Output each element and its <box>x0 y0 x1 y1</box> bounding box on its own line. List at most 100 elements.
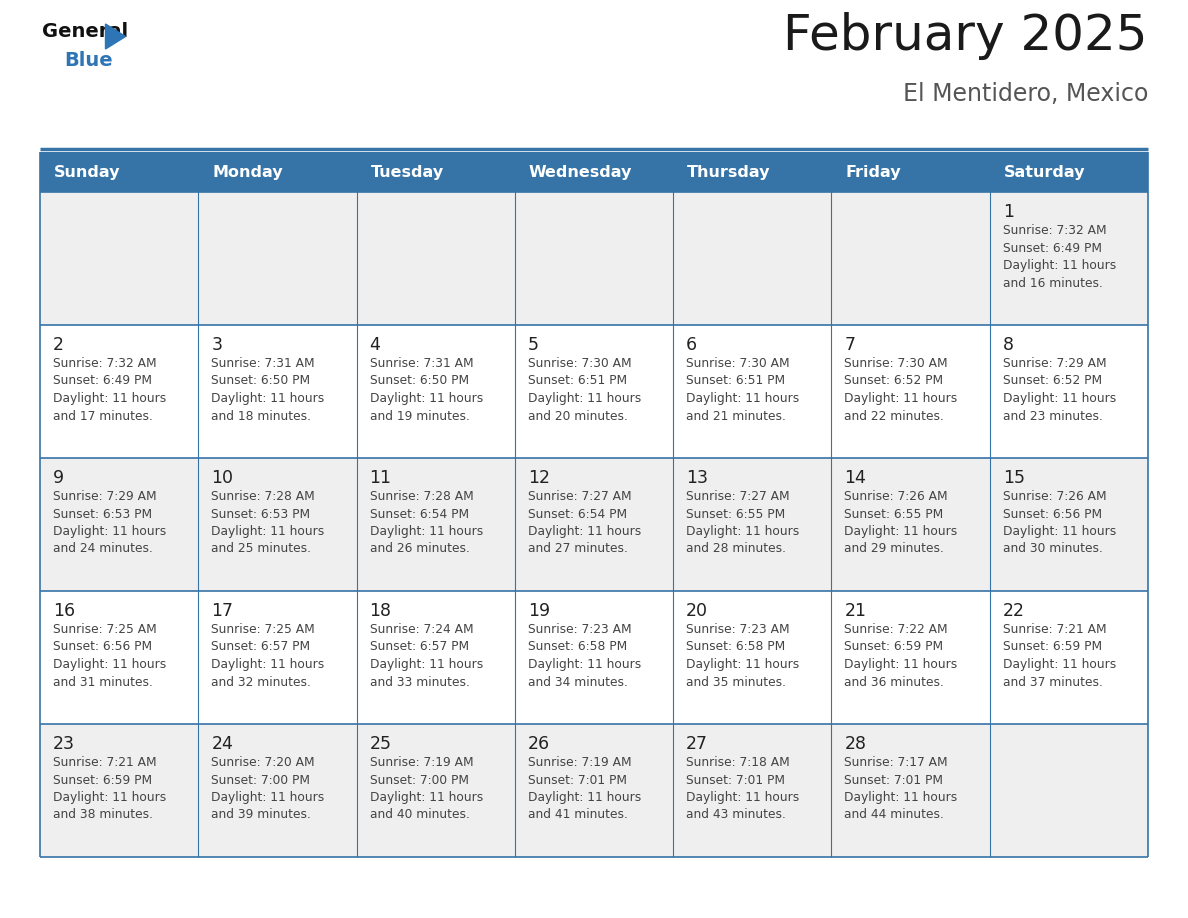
Text: and 40 minutes.: and 40 minutes. <box>369 809 469 822</box>
Text: Daylight: 11 hours: Daylight: 11 hours <box>845 791 958 804</box>
Text: Sunrise: 7:30 AM: Sunrise: 7:30 AM <box>845 357 948 370</box>
Text: El Mentidero, Mexico: El Mentidero, Mexico <box>903 82 1148 106</box>
Text: Sunset: 6:58 PM: Sunset: 6:58 PM <box>687 641 785 654</box>
Text: and 38 minutes.: and 38 minutes. <box>53 809 153 822</box>
Text: Sunrise: 7:31 AM: Sunrise: 7:31 AM <box>369 357 473 370</box>
Text: 12: 12 <box>527 469 550 487</box>
Text: Monday: Monday <box>213 164 283 180</box>
Text: Sunrise: 7:27 AM: Sunrise: 7:27 AM <box>687 490 790 503</box>
Bar <box>674 152 832 192</box>
Text: Sunrise: 7:32 AM: Sunrise: 7:32 AM <box>1003 224 1106 237</box>
Text: 27: 27 <box>687 735 708 753</box>
Text: Sunset: 6:50 PM: Sunset: 6:50 PM <box>369 375 469 387</box>
Text: 26: 26 <box>527 735 550 753</box>
Text: and 32 minutes.: and 32 minutes. <box>211 676 311 688</box>
Text: Daylight: 11 hours: Daylight: 11 hours <box>527 525 642 538</box>
Text: Sunset: 6:49 PM: Sunset: 6:49 PM <box>1003 241 1101 254</box>
Text: 21: 21 <box>845 602 866 620</box>
Text: Daylight: 11 hours: Daylight: 11 hours <box>687 658 800 671</box>
Text: Daylight: 11 hours: Daylight: 11 hours <box>369 658 482 671</box>
Text: Sunset: 7:01 PM: Sunset: 7:01 PM <box>845 774 943 787</box>
Text: 1: 1 <box>1003 203 1013 221</box>
Text: 25: 25 <box>369 735 392 753</box>
Text: Daylight: 11 hours: Daylight: 11 hours <box>527 658 642 671</box>
Text: 24: 24 <box>211 735 233 753</box>
Bar <box>832 152 990 192</box>
Text: Daylight: 11 hours: Daylight: 11 hours <box>687 525 800 538</box>
Text: Sunrise: 7:17 AM: Sunrise: 7:17 AM <box>845 756 948 769</box>
Text: Sunrise: 7:21 AM: Sunrise: 7:21 AM <box>1003 623 1106 636</box>
Text: Sunday: Sunday <box>53 164 120 180</box>
Text: Sunset: 6:53 PM: Sunset: 6:53 PM <box>211 508 310 521</box>
Text: Sunset: 7:00 PM: Sunset: 7:00 PM <box>369 774 468 787</box>
Text: Sunset: 6:49 PM: Sunset: 6:49 PM <box>53 375 152 387</box>
Bar <box>40 458 1148 591</box>
Bar <box>990 152 1148 192</box>
Text: 9: 9 <box>53 469 64 487</box>
Text: Sunrise: 7:22 AM: Sunrise: 7:22 AM <box>845 623 948 636</box>
Text: Saturday: Saturday <box>1004 164 1085 180</box>
Text: Daylight: 11 hours: Daylight: 11 hours <box>687 791 800 804</box>
Text: and 44 minutes.: and 44 minutes. <box>845 809 944 822</box>
Text: Sunset: 7:00 PM: Sunset: 7:00 PM <box>211 774 310 787</box>
Text: Sunset: 6:55 PM: Sunset: 6:55 PM <box>845 508 943 521</box>
Text: Sunrise: 7:23 AM: Sunrise: 7:23 AM <box>687 623 790 636</box>
Text: Sunrise: 7:27 AM: Sunrise: 7:27 AM <box>527 490 632 503</box>
Text: and 17 minutes.: and 17 minutes. <box>53 409 153 422</box>
Text: Daylight: 11 hours: Daylight: 11 hours <box>1003 525 1116 538</box>
Text: Sunset: 6:51 PM: Sunset: 6:51 PM <box>687 375 785 387</box>
Text: Daylight: 11 hours: Daylight: 11 hours <box>211 791 324 804</box>
Text: Daylight: 11 hours: Daylight: 11 hours <box>527 392 642 405</box>
Text: Sunrise: 7:20 AM: Sunrise: 7:20 AM <box>211 756 315 769</box>
Polygon shape <box>106 24 126 49</box>
Text: Daylight: 11 hours: Daylight: 11 hours <box>845 525 958 538</box>
Text: Daylight: 11 hours: Daylight: 11 hours <box>845 658 958 671</box>
Text: and 39 minutes.: and 39 minutes. <box>211 809 311 822</box>
Text: and 18 minutes.: and 18 minutes. <box>211 409 311 422</box>
Text: 20: 20 <box>687 602 708 620</box>
Text: and 27 minutes.: and 27 minutes. <box>527 543 627 555</box>
Text: Friday: Friday <box>846 164 901 180</box>
Text: 13: 13 <box>687 469 708 487</box>
Text: Sunrise: 7:26 AM: Sunrise: 7:26 AM <box>845 490 948 503</box>
Text: 16: 16 <box>53 602 75 620</box>
Text: 3: 3 <box>211 336 222 354</box>
Text: 23: 23 <box>53 735 75 753</box>
Text: Sunrise: 7:25 AM: Sunrise: 7:25 AM <box>53 623 157 636</box>
Text: Sunrise: 7:28 AM: Sunrise: 7:28 AM <box>369 490 473 503</box>
Text: Sunrise: 7:21 AM: Sunrise: 7:21 AM <box>53 756 157 769</box>
Text: Sunset: 7:01 PM: Sunset: 7:01 PM <box>687 774 785 787</box>
Text: Sunset: 6:54 PM: Sunset: 6:54 PM <box>369 508 469 521</box>
Text: 14: 14 <box>845 469 866 487</box>
Text: Blue: Blue <box>64 50 113 70</box>
Text: Sunset: 6:56 PM: Sunset: 6:56 PM <box>53 641 152 654</box>
Bar <box>40 152 198 192</box>
Text: Daylight: 11 hours: Daylight: 11 hours <box>1003 658 1116 671</box>
Text: and 21 minutes.: and 21 minutes. <box>687 409 786 422</box>
Bar <box>40 591 1148 724</box>
Text: and 22 minutes.: and 22 minutes. <box>845 409 944 422</box>
Text: and 29 minutes.: and 29 minutes. <box>845 543 944 555</box>
Text: Daylight: 11 hours: Daylight: 11 hours <box>369 791 482 804</box>
Bar <box>198 152 356 192</box>
Text: Sunrise: 7:25 AM: Sunrise: 7:25 AM <box>211 623 315 636</box>
Text: Sunset: 6:59 PM: Sunset: 6:59 PM <box>845 641 943 654</box>
Text: Sunset: 6:59 PM: Sunset: 6:59 PM <box>1003 641 1101 654</box>
Text: 8: 8 <box>1003 336 1013 354</box>
Text: and 36 minutes.: and 36 minutes. <box>845 676 944 688</box>
Text: and 28 minutes.: and 28 minutes. <box>687 543 786 555</box>
Text: Sunrise: 7:19 AM: Sunrise: 7:19 AM <box>527 756 632 769</box>
Text: Sunset: 6:52 PM: Sunset: 6:52 PM <box>1003 375 1101 387</box>
Text: General: General <box>42 22 128 41</box>
Bar <box>40 325 1148 458</box>
Text: 22: 22 <box>1003 602 1025 620</box>
Text: and 31 minutes.: and 31 minutes. <box>53 676 153 688</box>
Text: Daylight: 11 hours: Daylight: 11 hours <box>53 525 166 538</box>
Text: and 25 minutes.: and 25 minutes. <box>211 543 311 555</box>
Text: and 23 minutes.: and 23 minutes. <box>1003 409 1102 422</box>
Text: Sunrise: 7:19 AM: Sunrise: 7:19 AM <box>369 756 473 769</box>
Text: and 24 minutes.: and 24 minutes. <box>53 543 153 555</box>
Text: Sunrise: 7:18 AM: Sunrise: 7:18 AM <box>687 756 790 769</box>
Text: Sunrise: 7:31 AM: Sunrise: 7:31 AM <box>211 357 315 370</box>
Text: Tuesday: Tuesday <box>371 164 443 180</box>
